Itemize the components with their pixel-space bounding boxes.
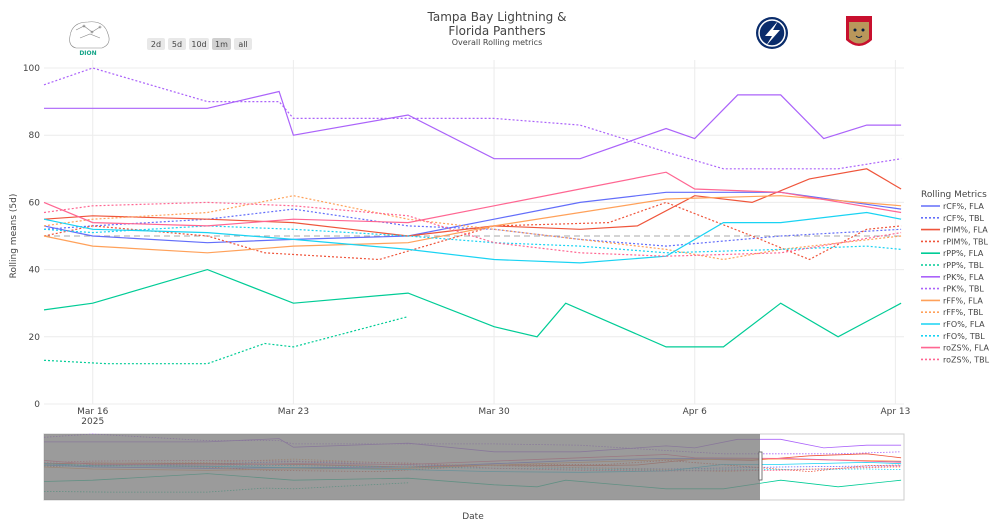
range-button-label: 1m: [215, 40, 228, 49]
legend-item[interactable]: rFF%, FLA: [921, 296, 983, 305]
legend-label: rPIM%, TBL: [943, 237, 988, 246]
legend-label: roZS%, TBL: [943, 355, 990, 364]
series-line: [43, 67, 902, 170]
chart-title-line-1: Tampa Bay Lightning &: [427, 10, 567, 24]
y-axis: 0 20 40 60 80 100: [23, 64, 40, 410]
legend: rCF%, FLA rCF%, TBL rPIM%, FLA rPIM%, TBL rP…: [921, 202, 990, 364]
series-line: [43, 208, 902, 247]
legend-item[interactable]: roZS%, TBL: [921, 355, 990, 364]
legend-item[interactable]: rCF%, FLA: [921, 202, 984, 211]
x-tick-label: Mar 30: [478, 407, 510, 417]
range-button-label: 10d: [191, 40, 206, 49]
range-slider-handle[interactable]: [758, 451, 763, 481]
series-line: [43, 211, 902, 264]
range-button-10d[interactable]: 10d: [189, 38, 209, 50]
range-button-5d[interactable]: 5d: [168, 38, 186, 50]
series-line: [43, 195, 902, 254]
x-tick-label: Apr 6: [683, 407, 707, 417]
legend-label: rFO%, TBL: [943, 332, 985, 341]
y-tick-label: 40: [29, 266, 41, 276]
y-tick-label: 20: [29, 333, 41, 343]
legend-item[interactable]: rPIM%, FLA: [921, 226, 988, 235]
x-tick-label: Mar 16: [77, 407, 109, 417]
chart-subtitle: Overall Rolling metrics: [452, 38, 543, 47]
range-slider[interactable]: [43, 433, 905, 501]
x-tick-label: Apr 13: [880, 407, 910, 417]
legend-item[interactable]: rPP%, TBL: [921, 261, 984, 270]
legend-item[interactable]: roZS%, FLA: [921, 344, 989, 353]
panthers-logo: [846, 16, 872, 46]
y-tick-label: 80: [29, 131, 41, 141]
legend-item[interactable]: rPK%, FLA: [921, 273, 984, 282]
series-line: [44, 90, 902, 160]
brand-logo: DION: [69, 21, 110, 57]
range-button-label: 2d: [151, 40, 161, 49]
series-line: [43, 168, 902, 237]
legend-label: rPK%, TBL: [943, 285, 984, 294]
range-button-2d[interactable]: 2d: [147, 38, 165, 50]
x-tick-sublabel: 2025: [81, 417, 104, 427]
legend-label: rFF%, TBL: [943, 308, 984, 317]
x-axis-title: Date: [462, 512, 484, 522]
range-button-1m[interactable]: 1m: [212, 38, 231, 50]
series-line: [43, 191, 902, 244]
range-button-label: all: [238, 40, 247, 49]
chart-title-line-2: Florida Panthers: [448, 24, 545, 38]
y-tick-label: 100: [23, 64, 40, 74]
range-selector: 2d 5d 10d 1m all: [147, 38, 252, 50]
legend-label: rFO%, FLA: [943, 320, 985, 329]
legend-item[interactable]: rFF%, TBL: [921, 308, 984, 317]
legend-item[interactable]: rFO%, FLA: [921, 320, 985, 329]
gridlines: [44, 60, 904, 405]
y-tick-label: 60: [29, 198, 41, 208]
legend-label: roZS%, FLA: [943, 344, 989, 353]
legend-item[interactable]: rPP%, FLA: [921, 249, 984, 258]
legend-item[interactable]: rFO%, TBL: [921, 332, 985, 341]
legend-label: rPP%, TBL: [943, 261, 984, 270]
legend-label: rPP%, FLA: [943, 249, 984, 258]
lightning-logo: [756, 17, 788, 49]
range-button-all[interactable]: all: [234, 38, 252, 50]
lightning-bolt-icon: [765, 21, 780, 46]
legend-label: rPK%, FLA: [943, 273, 984, 282]
range-button-label: 5d: [172, 40, 182, 49]
legend-item[interactable]: rPIM%, TBL: [921, 237, 988, 246]
series-line: [43, 316, 409, 365]
y-axis-title: Rolling means (5d): [9, 194, 19, 279]
series-line: [43, 268, 902, 348]
x-tick-label: Mar 23: [278, 407, 309, 417]
legend-item[interactable]: rCF%, TBL: [921, 214, 985, 223]
series-line: [43, 201, 902, 257]
legend-title: Rolling Metrics: [921, 190, 987, 200]
series-line: [43, 201, 902, 261]
legend-label: rCF%, TBL: [943, 214, 985, 223]
series-line: [43, 225, 902, 254]
range-slider-mask: [44, 434, 760, 500]
series-line: [43, 171, 902, 227]
series-line: [43, 195, 902, 261]
brand-logo-text: DION: [79, 50, 96, 57]
series-lines: [43, 67, 902, 365]
legend-item[interactable]: rPK%, TBL: [921, 285, 984, 294]
legend-label: rPIM%, FLA: [943, 226, 988, 235]
legend-label: rCF%, FLA: [943, 202, 984, 211]
y-tick-label: 0: [34, 400, 40, 410]
brain-icon: [69, 21, 110, 49]
legend-label: rFF%, FLA: [943, 296, 983, 305]
